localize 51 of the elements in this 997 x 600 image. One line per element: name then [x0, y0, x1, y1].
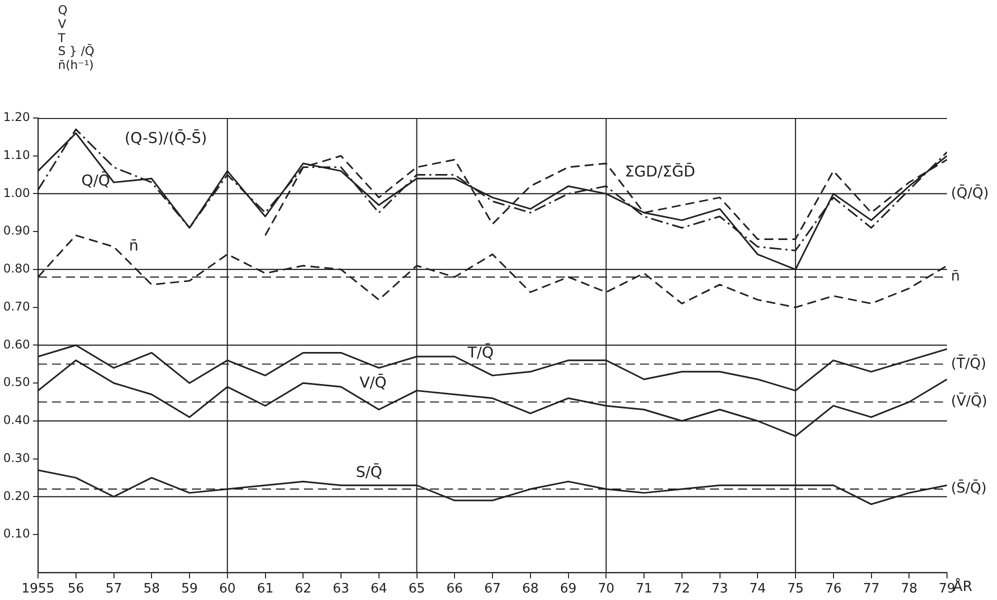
series-label: S/Q̄ — [356, 462, 382, 482]
x-tick-label: 79 — [938, 582, 956, 597]
y-tick-label: 0.70 — [3, 299, 30, 314]
y-tick-label: 0.30 — [3, 450, 30, 465]
series-label: V/Q̄ — [359, 373, 387, 392]
x-tick-label: 76 — [825, 582, 842, 597]
series-label: ΣGD/ΣḠD̄ — [624, 162, 696, 181]
x-tick-label: 60 — [219, 582, 236, 597]
y-tick-label: 0.20 — [3, 488, 30, 503]
x-tick-label: 63 — [332, 582, 350, 597]
y-tick-label: 0.50 — [3, 375, 30, 390]
x-tick-label: 75 — [787, 582, 804, 597]
series-label: (Q-S)/(Q̄-S̄) — [124, 128, 207, 148]
x-tick-label: 69 — [560, 582, 577, 597]
y-tick-label: 1.00 — [3, 186, 30, 200]
y-tick-label: 0.60 — [3, 337, 30, 352]
series-label: T/Q̄ — [466, 342, 494, 362]
x-tick-label: 67 — [484, 582, 501, 597]
x-tick-label: 66 — [446, 582, 463, 597]
ref-line-label: n̄ — [951, 268, 960, 285]
y-tick-label: 0.80 — [3, 262, 30, 276]
x-tick-label: 71 — [636, 582, 652, 597]
y-tick-label: 0.40 — [3, 413, 30, 428]
ref-line-label: (V̄/Q̄) — [951, 392, 988, 410]
x-tick-label: 65 — [408, 582, 426, 597]
ref-line-label: (S̄/Q̄) — [951, 479, 987, 497]
x-tick-label: 73 — [711, 582, 728, 597]
x-tick-label: 62 — [294, 582, 312, 597]
x-tick-label: 77 — [862, 582, 880, 597]
series-label: Q/Q̄ — [81, 170, 110, 190]
ref-line-label: (Q̄/Q̄) — [951, 184, 989, 202]
y-axis-title: Q V T S } /Q̄ n̄(h⁻¹) — [58, 3, 94, 73]
x-tick-label: 70 — [598, 582, 614, 597]
series-label: n̄ — [128, 236, 139, 255]
x-tick-label: 64 — [370, 582, 388, 597]
ref-line-label: (T̄/Q̄) — [951, 354, 986, 372]
y-tick-label: 0.10 — [3, 526, 30, 541]
y-tick-label: 1.10 — [3, 148, 30, 162]
x-tick-label: 68 — [522, 582, 539, 597]
x-tick-label: 59 — [181, 582, 198, 597]
y-tick-label: 1.20 — [3, 110, 30, 124]
x-tick-label: 56 — [68, 582, 84, 597]
x-axis-title: ÅR — [953, 578, 973, 596]
x-tick-label: 1955 — [21, 582, 55, 597]
y-tick-label: 0.90 — [3, 224, 30, 238]
x-tick-label: 57 — [105, 582, 122, 597]
x-tick-label: 78 — [900, 582, 918, 597]
x-tick-label: 61 — [256, 582, 274, 597]
x-tick-label: 72 — [674, 582, 690, 597]
x-tick-label: 58 — [143, 582, 160, 597]
x-tick-label: 74 — [749, 582, 766, 597]
